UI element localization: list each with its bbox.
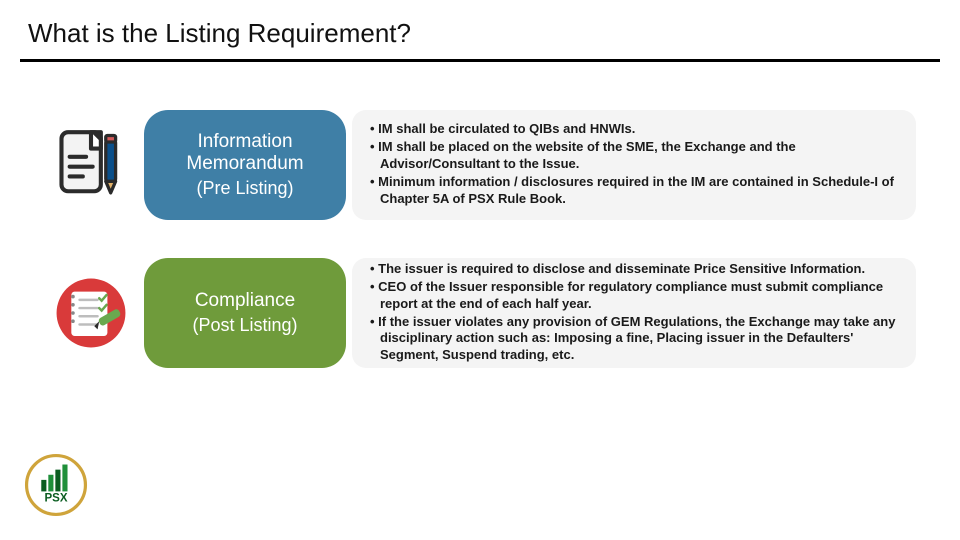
- checklist-icon: [44, 272, 138, 354]
- slide-header: What is the Listing Requirement?: [0, 0, 960, 55]
- bullet-item: Minimum information / disclosures requir…: [370, 174, 900, 208]
- slide-title: What is the Listing Requirement?: [28, 18, 932, 49]
- pill-subtitle: (Pre Listing): [196, 178, 293, 199]
- bullet-item: CEO of the Issuer responsible for regula…: [370, 279, 900, 313]
- bullet-item: If the issuer violates any provision of …: [370, 314, 900, 365]
- pill-title: Information Memorandum: [156, 131, 334, 175]
- bullet-item: The issuer is required to disclose and d…: [370, 261, 900, 278]
- logo-text: PSX: [44, 493, 67, 505]
- listing-row-pre: Information Memorandum (Pre Listing) IM …: [44, 110, 916, 220]
- desc-post-listing: The issuer is required to disclose and d…: [352, 258, 916, 368]
- content-area: Information Memorandum (Pre Listing) IM …: [0, 62, 960, 368]
- pill-subtitle: (Post Listing): [192, 315, 297, 336]
- pill-title: Compliance: [195, 290, 295, 312]
- pill-pre-listing: Information Memorandum (Pre Listing): [144, 110, 346, 220]
- bullet-item: IM shall be placed on the website of the…: [370, 139, 900, 173]
- pill-post-listing: Compliance (Post Listing): [144, 258, 346, 368]
- psx-logo: PSX: [24, 453, 88, 522]
- document-icon: [44, 124, 138, 206]
- bullet-item: IM shall be circulated to QIBs and HNWIs…: [370, 121, 900, 138]
- listing-row-post: Compliance (Post Listing) The issuer is …: [44, 258, 916, 368]
- desc-pre-listing: IM shall be circulated to QIBs and HNWIs…: [352, 110, 916, 220]
